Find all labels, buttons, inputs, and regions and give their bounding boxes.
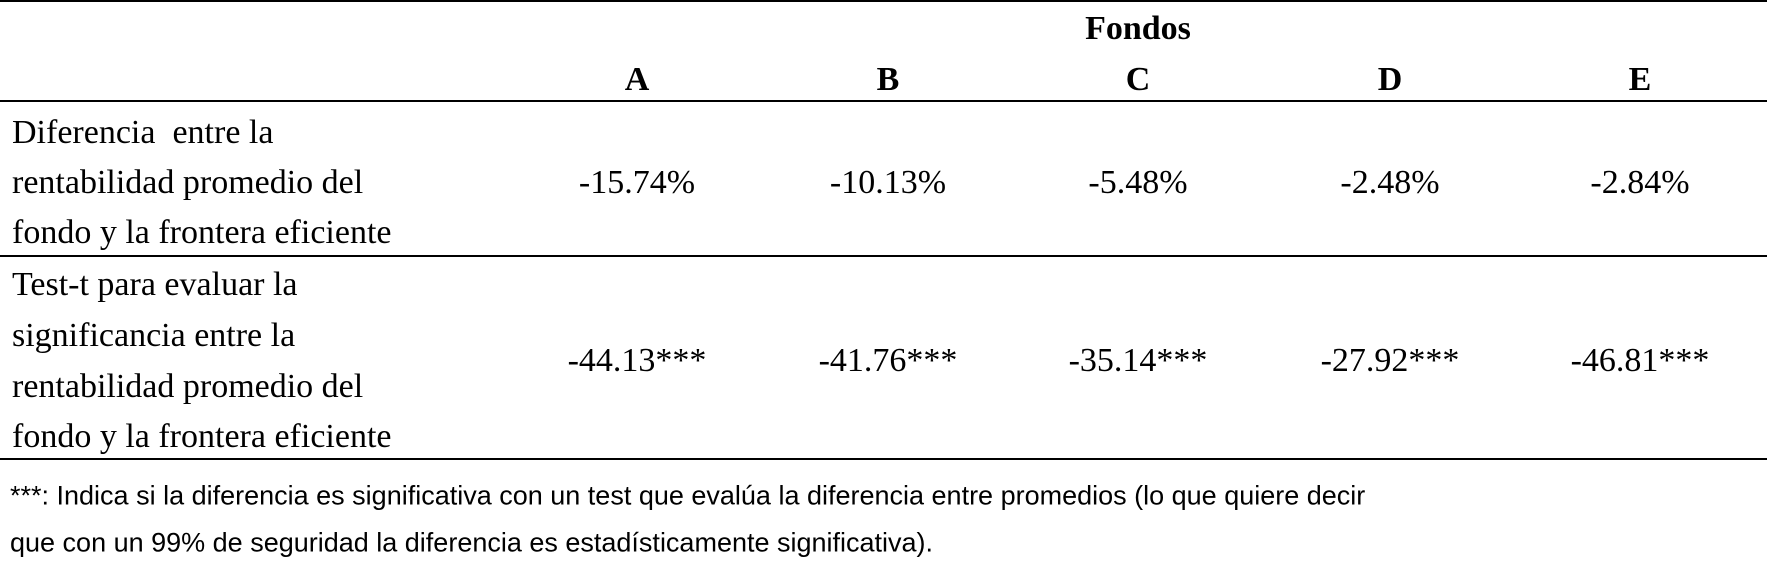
- column-header: B: [876, 61, 900, 98]
- row-label: Diferencia entre la: [12, 114, 274, 151]
- cell-value: -46.81***: [1570, 342, 1710, 379]
- row-rule: [0, 255, 1767, 257]
- footnote: ***: Indica si la diferencia es signific…: [10, 480, 1366, 511]
- row-label: fondo y la frontera eficiente: [12, 418, 392, 455]
- column-header: E: [1628, 61, 1652, 98]
- bottom-rule: [0, 458, 1767, 460]
- cell-value: -44.13***: [567, 342, 707, 379]
- row-label: fondo y la frontera eficiente: [12, 214, 392, 251]
- cell-value: -41.76***: [818, 342, 958, 379]
- cell-value: -27.92***: [1320, 342, 1460, 379]
- cell-value: -2.84%: [1590, 164, 1690, 201]
- row-label: rentabilidad promedio del: [12, 164, 364, 201]
- column-header: A: [624, 61, 650, 98]
- footnote: que con un 99% de seguridad la diferenci…: [10, 527, 934, 558]
- header-rule: [0, 100, 1767, 102]
- row-label: rentabilidad promedio del: [12, 368, 364, 405]
- cell-value: -2.48%: [1340, 164, 1440, 201]
- group-header: Fondos: [1085, 10, 1191, 47]
- row-label: significancia entre la: [12, 317, 296, 354]
- cell-value: -10.13%: [829, 164, 947, 201]
- cell-value: -35.14***: [1068, 342, 1208, 379]
- column-header: D: [1377, 61, 1403, 98]
- cell-value: -15.74%: [578, 164, 696, 201]
- row-label: Test-t para evaluar la: [12, 266, 298, 303]
- top-rule: [0, 0, 1767, 2]
- column-header: C: [1125, 61, 1151, 98]
- cell-value: -5.48%: [1088, 164, 1188, 201]
